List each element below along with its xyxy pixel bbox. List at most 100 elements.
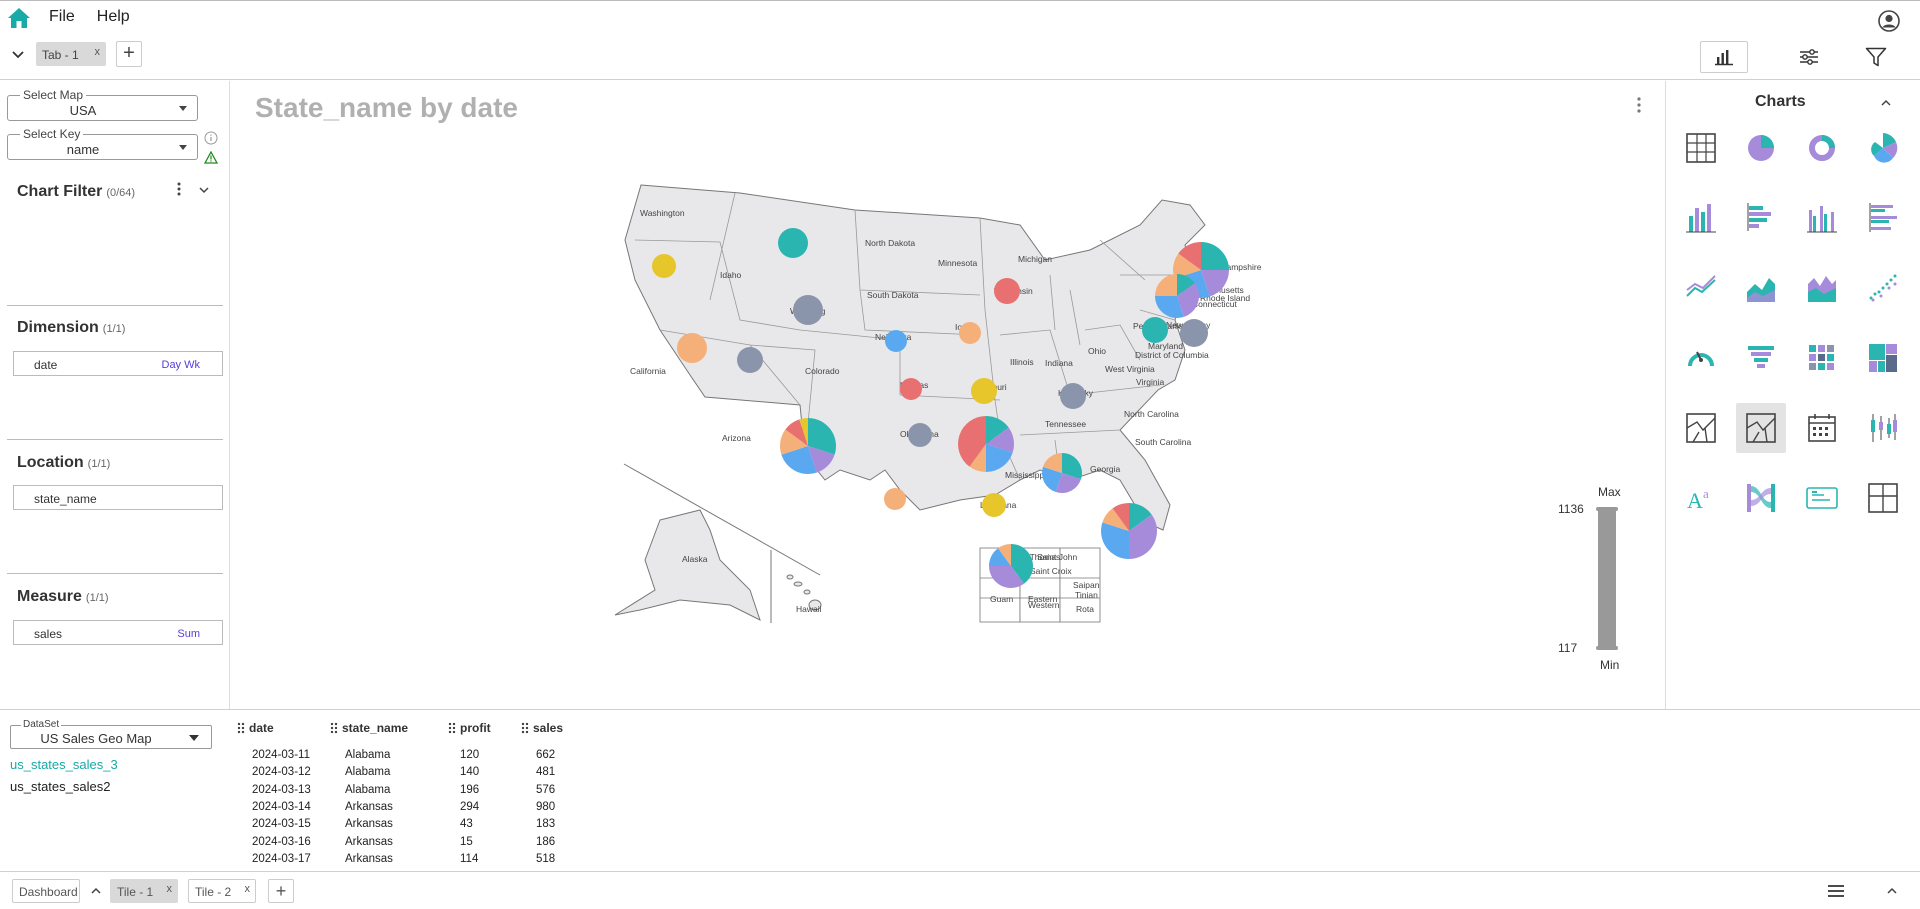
funnel-chart-button[interactable] [1736,333,1786,383]
gauge-chart-button[interactable] [1676,333,1726,383]
tile-2-tab[interactable]: Tile - 2 x [188,879,256,903]
marker-oregon[interactable] [652,254,676,278]
pie-slice[interactable] [781,446,817,474]
add-tile-button[interactable]: + [268,879,294,903]
chart-type-button[interactable] [1700,41,1748,73]
marker-missouri[interactable] [971,378,997,404]
chevron-up-icon[interactable] [1886,886,1898,896]
marker-pie-georgia[interactable] [1042,453,1082,493]
pie-slice[interactable] [958,416,986,467]
marker-pie-florida[interactable] [1101,503,1157,559]
pie-slice[interactable] [1112,503,1129,531]
chart-kebab-menu-icon[interactable] [1637,97,1641,113]
pie-slice[interactable] [799,418,808,446]
tile-close-button[interactable]: x [166,883,173,895]
kpi-card-button[interactable] [1797,473,1847,523]
dimension-aggregation[interactable]: Day Wk [161,359,201,371]
drag-handle-icon[interactable] [237,722,245,734]
marker-pie-new-mexico[interactable] [780,418,836,474]
column-header-date[interactable]: date [237,721,274,735]
chevron-down-icon[interactable] [10,47,26,63]
marker-oklahoma[interactable] [908,423,932,447]
calendar-chart-button[interactable] [1797,403,1847,453]
column-chart-button[interactable] [1676,193,1726,243]
tab-1[interactable]: Tab - 1 x [36,42,106,66]
line-chart-button[interactable] [1676,263,1726,313]
column-header-sales[interactable]: sales [521,721,563,735]
location-field[interactable]: state_name [13,485,223,510]
pie-slice[interactable] [998,544,1011,566]
pie-slice[interactable] [1173,253,1201,279]
pie-slice[interactable] [1178,242,1201,270]
pie-slice[interactable] [1062,453,1082,480]
marker-nevada[interactable] [677,333,707,363]
legend-max-handle[interactable] [1596,507,1618,511]
marker-kansas[interactable] [900,378,922,400]
usa-geo-map[interactable]: Washington Idaho North Dakota South Dakota M… [600,180,1280,630]
menu-help[interactable]: Help [96,8,130,25]
home-icon[interactable] [7,7,31,29]
dashboard-tab[interactable]: Dashboard [12,879,80,903]
column-header-state-name[interactable]: state_name [330,721,408,735]
chart-settings-button[interactable] [1785,41,1833,73]
pie-slice[interactable] [1102,508,1129,531]
pie-slice[interactable] [986,416,1009,444]
marker-pie-arkansas[interactable] [958,416,1014,472]
marker-wyoming[interactable] [793,295,823,325]
pie-slice[interactable] [808,418,836,455]
pie-slice[interactable] [1177,274,1195,296]
pie-slice[interactable] [986,444,1013,472]
table-chart-button[interactable] [1676,123,1726,173]
pie-slice[interactable] [1129,503,1152,531]
pie-slice[interactable] [785,419,808,446]
info-icon[interactable] [204,131,218,145]
pie-slice[interactable] [969,444,986,472]
pie-slice[interactable] [1129,514,1157,559]
sankey-chart-button[interactable] [1736,473,1786,523]
filter-button[interactable] [1852,41,1900,73]
column-header-profit[interactable]: profit [448,721,491,735]
marker-nebraska[interactable] [885,330,907,352]
measure-field[interactable]: sales Sum [13,620,223,645]
marker-louisiana[interactable] [982,493,1006,517]
bar-chart-button[interactable] [1736,193,1786,243]
marker-new-jersey[interactable] [1180,319,1208,347]
pie-slice[interactable] [989,548,1011,566]
add-tab-button[interactable]: + [116,41,142,67]
pie-slice[interactable] [1011,544,1033,584]
marker-texas[interactable] [884,488,906,510]
stacked-area-chart-button[interactable] [1797,263,1847,313]
drag-handle-icon[interactable] [521,722,529,734]
dataset-dropdown[interactable]: DataSet US Sales Geo Map [10,719,212,749]
pie-slice[interactable] [1201,242,1229,270]
drag-handle-icon[interactable] [330,722,338,734]
pie-slice[interactable] [986,427,1014,453]
bubble-map-button[interactable] [1736,403,1786,453]
menu-file[interactable]: File [49,8,75,25]
pie-slice[interactable] [1042,466,1062,493]
scatter-chart-button[interactable] [1858,263,1908,313]
measure-aggregation[interactable]: Sum [177,628,200,640]
marker-montana[interactable] [778,228,808,258]
chevron-up-icon[interactable] [1880,98,1892,108]
pie-chart-button[interactable] [1736,123,1786,173]
dataset-item-us-states-sales-3[interactable]: us_states_sales_3 [10,757,118,772]
kebab-menu-icon[interactable] [177,182,181,196]
marker-iowa[interactable] [959,322,981,344]
user-account-icon[interactable] [1878,10,1900,32]
area-chart-button[interactable] [1736,263,1786,313]
marker-pie-new-york[interactable] [1155,274,1199,318]
heatmap-chart-button[interactable] [1797,333,1847,383]
marker-pie-territories[interactable] [989,544,1033,588]
marker-wisconsin[interactable] [994,278,1020,304]
pie-slice[interactable] [1042,453,1062,473]
dimension-field[interactable]: date Day Wk [13,351,223,376]
chevron-down-icon[interactable] [198,185,210,195]
grouped-bar-chart-button[interactable] [1858,193,1908,243]
marker-kentucky[interactable] [1060,383,1086,409]
pie-slice[interactable] [1155,274,1177,296]
pie-slice[interactable] [1155,296,1184,318]
pie-slice[interactable] [1201,270,1229,297]
choropleth-map-button[interactable] [1676,403,1726,453]
